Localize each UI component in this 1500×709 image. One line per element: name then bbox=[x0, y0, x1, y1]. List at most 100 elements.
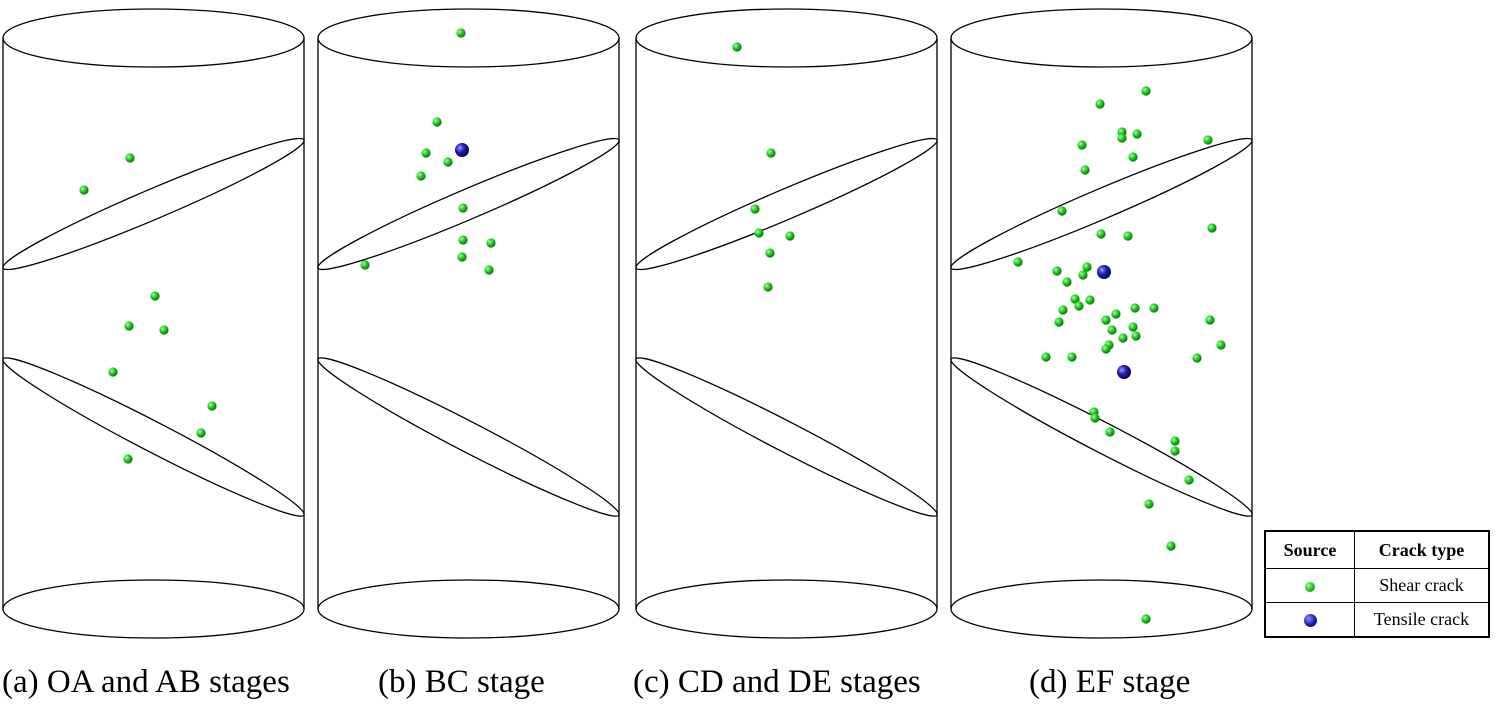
legend-shear-label: Shear crack bbox=[1354, 568, 1489, 603]
tensile-crack-event bbox=[455, 143, 469, 157]
upper-discontinuity-plane-b bbox=[317, 137, 620, 271]
caption-panel-b: (b) BC stage bbox=[378, 664, 545, 700]
shear-crack-event bbox=[732, 42, 742, 52]
tensile-crack-event bbox=[1097, 265, 1111, 279]
cylinder-bottom-c bbox=[635, 579, 938, 639]
legend-tensile-symbol bbox=[1265, 602, 1355, 637]
shear-crack-event bbox=[1118, 333, 1128, 343]
lower-discontinuity-plane-b bbox=[317, 357, 620, 517]
legend-tensile-label: Tensile crack bbox=[1354, 602, 1489, 637]
shear-crack-event bbox=[1144, 499, 1154, 509]
cylinder-top-d bbox=[950, 8, 1253, 68]
upper-discontinuity-plane-d bbox=[950, 137, 1253, 271]
shear-crack-event bbox=[360, 260, 370, 270]
shear-crack-event bbox=[766, 148, 776, 158]
shear-crack-event bbox=[458, 235, 468, 245]
shear-crack-event bbox=[1205, 315, 1215, 325]
shear-crack-event bbox=[763, 282, 773, 292]
legend-table: Source Crack type Shear crack Tensile cr… bbox=[1265, 531, 1489, 637]
legend: Source Crack type Shear crack Tensile cr… bbox=[1264, 530, 1490, 638]
shear-crack-event bbox=[1207, 223, 1217, 233]
shear-crack-event bbox=[79, 185, 89, 195]
shear-crack-event bbox=[124, 321, 134, 331]
shear-crack-event bbox=[1130, 303, 1140, 313]
shear-crack-event bbox=[1085, 295, 1095, 305]
shear-crack-event bbox=[456, 28, 466, 38]
shear-crack-event bbox=[1067, 352, 1077, 362]
shear-crack-event bbox=[1041, 352, 1051, 362]
shear-crack-event bbox=[1131, 331, 1141, 341]
shear-crack-event bbox=[416, 171, 426, 181]
shear-crack-event bbox=[750, 204, 760, 214]
shear-crack-event bbox=[1117, 133, 1127, 143]
cylinder-top-b bbox=[317, 8, 620, 68]
shear-crack-event bbox=[1184, 475, 1194, 485]
shear-crack-event bbox=[1054, 317, 1064, 327]
shear-crack-event bbox=[1080, 165, 1090, 175]
lower-discontinuity-plane-c bbox=[635, 357, 938, 517]
shear-crack-event bbox=[457, 252, 467, 262]
shear-crack-event bbox=[207, 401, 217, 411]
cylinder-bottom-d bbox=[950, 579, 1253, 639]
shear-crack-event bbox=[1216, 340, 1226, 350]
caption-panel-a: (a) OA and AB stages bbox=[2, 664, 290, 700]
specimen-cylinders bbox=[2, 8, 1253, 639]
shear-crack-event bbox=[1058, 305, 1068, 315]
shear-crack-event bbox=[1062, 277, 1072, 287]
tensile-crack-icon bbox=[1303, 614, 1317, 628]
shear-crack-event bbox=[1132, 129, 1142, 139]
shear-crack-event bbox=[1082, 262, 1092, 272]
shear-crack-event bbox=[1090, 413, 1100, 423]
shear-crack-event bbox=[125, 153, 135, 163]
upper-discontinuity-plane-c bbox=[635, 137, 938, 271]
cylinder-top-c bbox=[635, 8, 938, 68]
shear-crack-event bbox=[1052, 266, 1062, 276]
caption-panel-c: (c) CD and DE stages bbox=[633, 664, 921, 700]
shear-crack-event bbox=[1101, 344, 1111, 354]
shear-crack-event bbox=[765, 248, 775, 258]
shear-crack-event bbox=[432, 117, 442, 127]
shear-crack-event bbox=[1077, 140, 1087, 150]
shear-crack-event bbox=[1070, 294, 1080, 304]
shear-crack-event bbox=[108, 367, 118, 377]
shear-crack-event bbox=[196, 428, 206, 438]
lower-discontinuity-plane-d bbox=[950, 357, 1253, 517]
shear-crack-event bbox=[1170, 446, 1180, 456]
shear-crack-event bbox=[1128, 152, 1138, 162]
shear-crack-event bbox=[1105, 427, 1115, 437]
shear-crack-event bbox=[785, 231, 795, 241]
shear-crack-event bbox=[1096, 229, 1106, 239]
shear-crack-event bbox=[484, 265, 494, 275]
shear-crack-event bbox=[1111, 309, 1121, 319]
shear-crack-event bbox=[1192, 353, 1202, 363]
shear-crack-event bbox=[159, 325, 169, 335]
shear-crack-event bbox=[486, 238, 496, 248]
shear-crack-event bbox=[1170, 436, 1180, 446]
shear-crack-event bbox=[150, 291, 160, 301]
ae-events bbox=[79, 28, 1226, 624]
caption-panel-d: (d) EF stage bbox=[1029, 664, 1191, 700]
shear-crack-event bbox=[1149, 303, 1159, 313]
shear-crack-event bbox=[1057, 206, 1067, 216]
shear-crack-icon bbox=[1305, 581, 1315, 592]
shear-crack-event bbox=[1074, 301, 1084, 311]
shear-crack-event bbox=[1095, 99, 1105, 109]
shear-crack-event bbox=[1141, 86, 1151, 96]
legend-header-source: Source bbox=[1265, 531, 1355, 569]
shear-crack-event bbox=[1107, 325, 1117, 335]
shear-crack-event bbox=[1203, 135, 1213, 145]
shear-crack-event bbox=[754, 228, 764, 238]
upper-discontinuity-plane-a bbox=[2, 137, 305, 271]
lower-discontinuity-plane-a bbox=[2, 357, 305, 517]
shear-crack-event bbox=[1013, 257, 1023, 267]
shear-crack-event bbox=[443, 157, 453, 167]
shear-crack-event bbox=[123, 454, 133, 464]
cylinder-top-a bbox=[2, 8, 305, 68]
cylinder-bottom-b bbox=[317, 579, 620, 639]
shear-crack-event bbox=[458, 203, 468, 213]
shear-crack-event bbox=[421, 148, 431, 158]
cylinder-bottom-a bbox=[2, 579, 305, 639]
shear-crack-event bbox=[1101, 315, 1111, 325]
legend-shear-symbol bbox=[1265, 568, 1355, 603]
